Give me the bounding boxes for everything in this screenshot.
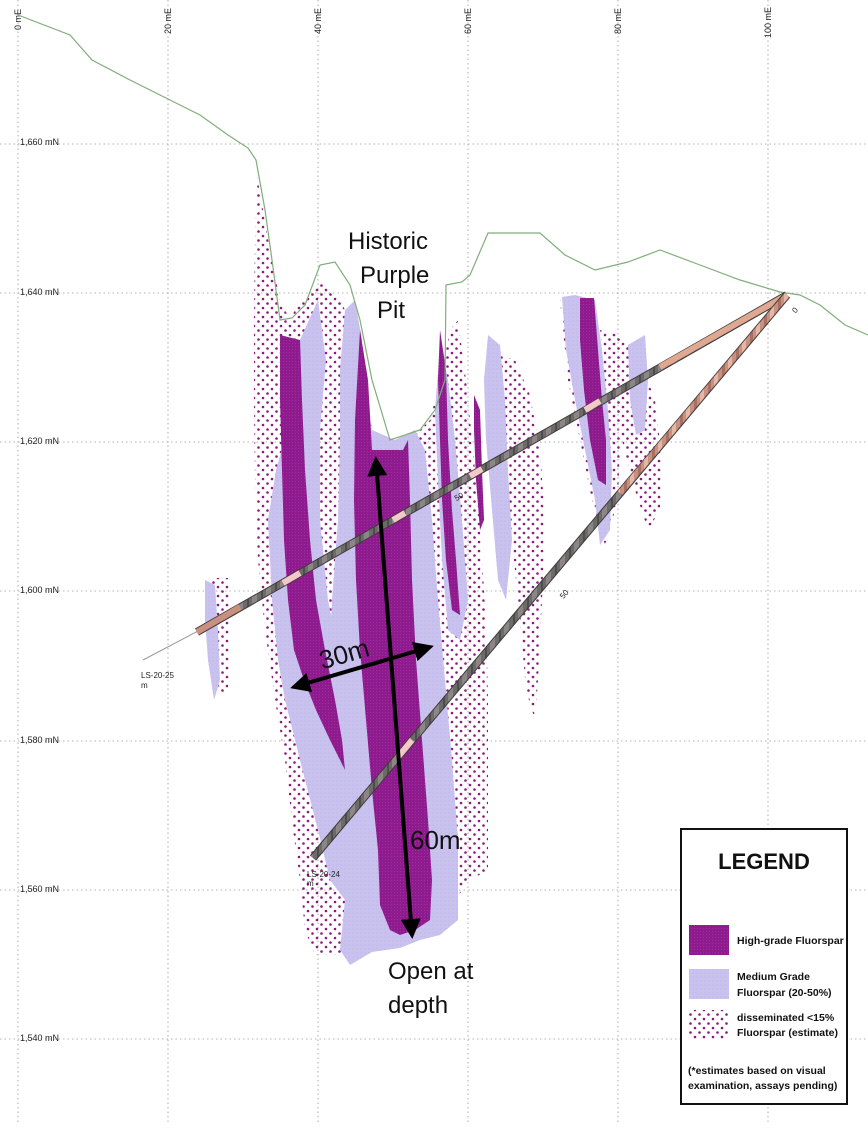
hole-a-sublabel: m <box>141 681 148 690</box>
hole-a-label: LS-20-25 <box>141 671 174 680</box>
legend-note-line2: examination, assays pending) <box>688 1080 837 1092</box>
medium-zone-right <box>628 335 648 435</box>
collar-label: 0 <box>790 305 800 315</box>
pit-label-line2: Purple <box>360 262 429 289</box>
northing-label-1660: 1,660 mN <box>20 137 59 147</box>
northing-label-1640: 1,640 mN <box>20 287 59 297</box>
legend-dissem-line1: disseminated <15% <box>737 1012 835 1024</box>
northing-label-1580: 1,580 mN <box>20 735 59 745</box>
legend: LEGEND High-grade Fluorspar Medium Grade… <box>680 828 848 1105</box>
easting-label-20: 20 mE <box>163 8 173 34</box>
easting-label-40: 40 mE <box>313 8 323 34</box>
legend-title: LEGEND <box>718 849 810 874</box>
easting-label-80: 80 mE <box>613 8 623 34</box>
legend-box <box>680 828 848 1105</box>
dimension-arrows <box>290 456 434 939</box>
legend-swatch-high-grade <box>689 925 729 955</box>
open-depth-line2: depth <box>388 992 448 1019</box>
northing-label-1620: 1,620 mN <box>20 436 59 446</box>
high-zone-mid <box>438 330 460 615</box>
legend-medium-line1: Medium Grade <box>737 971 810 983</box>
high-zone-west <box>280 335 345 770</box>
hole-b-label: LS-20-24 <box>307 870 340 879</box>
high-zone-far-east <box>580 298 606 485</box>
drillhole-ls-20-25 <box>142 291 789 661</box>
high-zone-east-small <box>474 395 484 530</box>
northing-label-1600: 1,600 mN <box>20 585 59 595</box>
northing-label-1560: 1,560 mN <box>20 884 59 894</box>
legend-medium-line2: Fluorspar (20-50%) <box>737 987 832 999</box>
medium-zone-far-east <box>562 295 612 545</box>
pit-label-line3: Pit <box>377 297 405 324</box>
legend-high-grade: High-grade Fluorspar <box>737 935 844 947</box>
depth-label-50: 50 <box>558 587 571 600</box>
disseminated-zone-east <box>500 355 545 720</box>
topography-line <box>17 14 868 441</box>
pit-label-line1: Historic <box>348 228 428 255</box>
easting-label-0: 0 mE <box>13 9 23 30</box>
length-arrow <box>367 456 421 939</box>
easting-labels: 0 mE 20 mE 40 mE 60 mE 80 mE 100 mE <box>13 7 773 38</box>
easting-label-100: 100 mE <box>763 7 773 38</box>
northing-labels: 1,660 mN 1,640 mN 1,620 mN 1,600 mN 1,58… <box>20 137 59 1043</box>
hole-b-sublabel: m <box>307 879 314 888</box>
open-depth-line1: Open at <box>388 958 474 985</box>
legend-swatch-disseminated <box>689 1010 729 1040</box>
northing-label-1540: 1,540 mN <box>20 1033 59 1043</box>
medium-zone-east <box>484 335 512 600</box>
legend-dissem-line2: Fluorspar (estimate) <box>737 1027 838 1039</box>
length-label: 60m <box>410 825 461 855</box>
easting-label-60: 60 mE <box>463 8 473 34</box>
medium-zone-west-small <box>205 580 220 700</box>
legend-swatch-medium-grade <box>689 969 729 999</box>
legend-note-line1: (*estimates based on visual <box>688 1065 826 1077</box>
